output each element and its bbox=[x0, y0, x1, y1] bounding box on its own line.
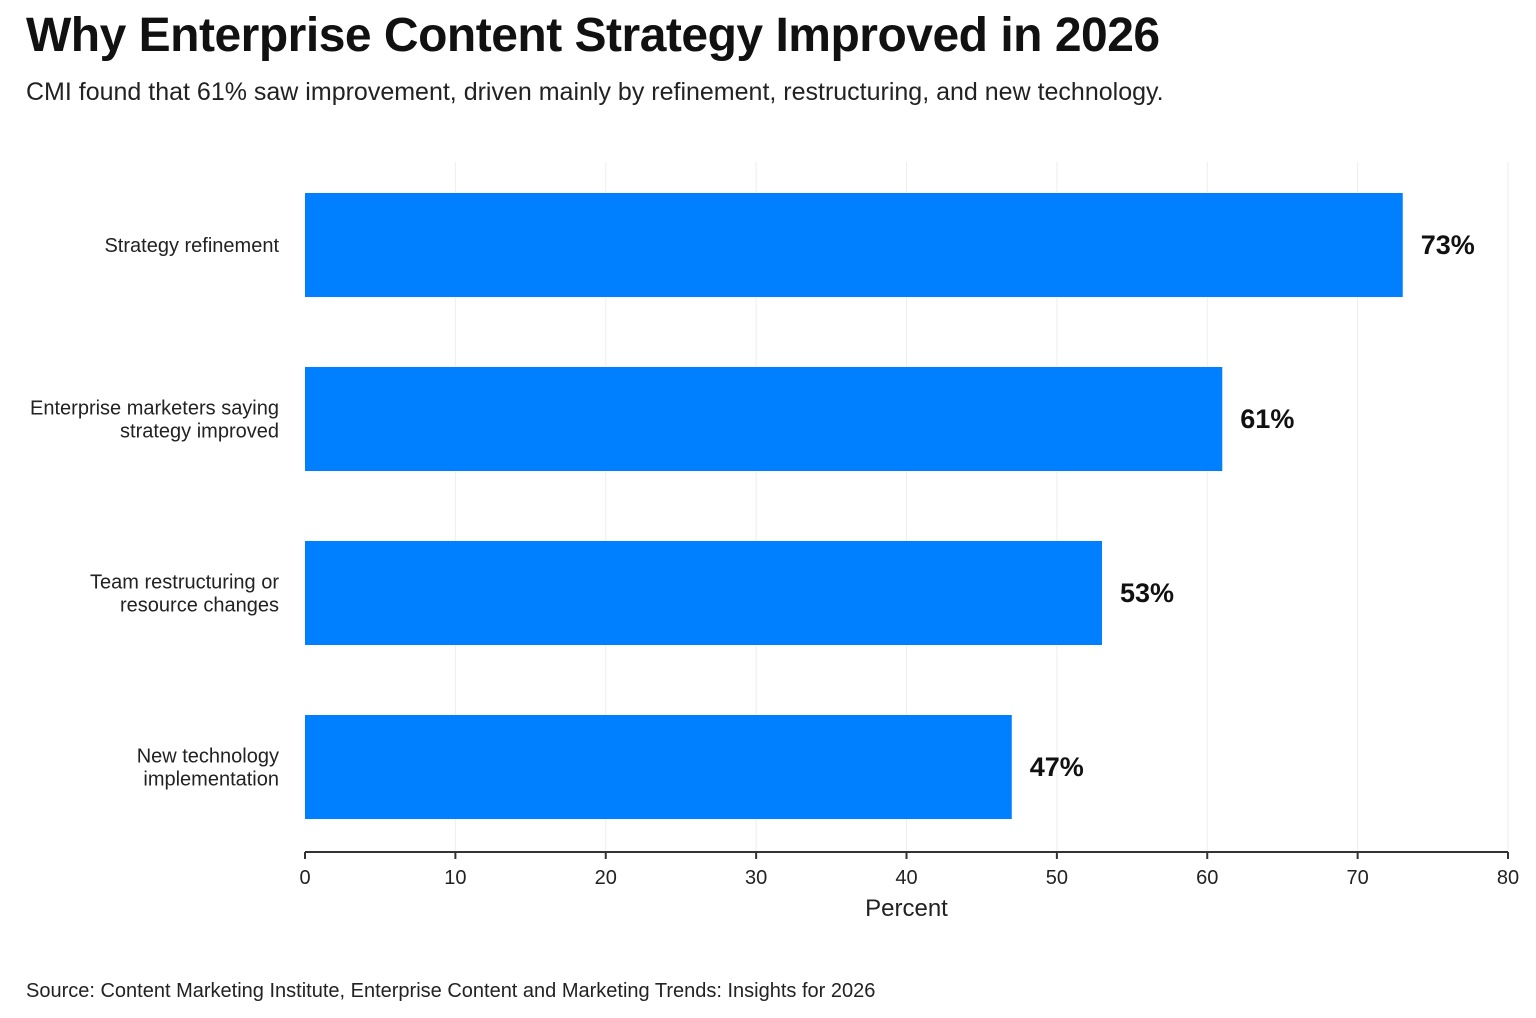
x-tick-label: 80 bbox=[1497, 867, 1519, 889]
category-label: Strategy refinement bbox=[104, 235, 279, 257]
category-label: Enterprise marketers saying strategy impr… bbox=[30, 398, 279, 443]
category-label: Team restructuring or resource changes bbox=[90, 572, 279, 617]
x-tick-label: 50 bbox=[1046, 867, 1068, 889]
x-tick-label: 60 bbox=[1196, 867, 1218, 889]
x-tick-label: 70 bbox=[1347, 867, 1369, 889]
x-tick-label: 10 bbox=[444, 867, 466, 889]
bar bbox=[305, 541, 1102, 645]
x-tick-label: 0 bbox=[299, 867, 310, 889]
category-label: New technology implementation bbox=[137, 746, 279, 791]
data-label: 61% bbox=[1240, 404, 1294, 434]
data-label: 73% bbox=[1421, 230, 1475, 260]
bar bbox=[305, 193, 1403, 297]
chart-title: Why Enterprise Content Strategy Improved… bbox=[26, 9, 1160, 62]
data-label: 53% bbox=[1120, 578, 1174, 608]
x-tick-label: 40 bbox=[895, 867, 917, 889]
x-tick-label: 20 bbox=[595, 867, 617, 889]
x-axis-label: Percent bbox=[865, 895, 948, 922]
bar bbox=[305, 367, 1223, 471]
x-tick-label: 30 bbox=[745, 867, 767, 889]
chart-subtitle: CMI found that 61% saw improvement, driv… bbox=[26, 78, 1164, 106]
source-note: Source: Content Marketing Institute, Ent… bbox=[26, 980, 876, 1002]
bar bbox=[305, 715, 1012, 819]
data-label: 47% bbox=[1030, 752, 1084, 782]
